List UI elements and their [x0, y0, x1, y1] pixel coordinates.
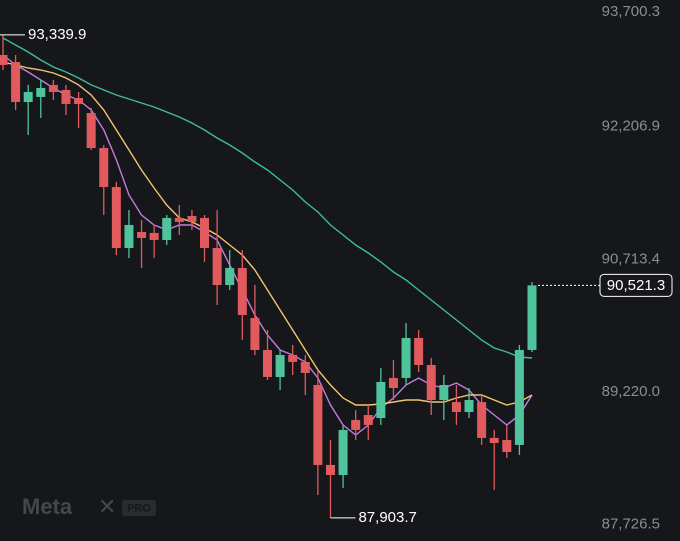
candle-body — [388, 377, 398, 389]
candle-body — [288, 354, 298, 362]
candle-body — [137, 231, 147, 238]
candle-body — [351, 419, 361, 430]
candle-body — [250, 317, 260, 350]
candle-body — [313, 384, 323, 465]
candle-body — [338, 429, 348, 475]
candle-body — [477, 402, 487, 438]
candle-body — [439, 384, 449, 400]
candle-body — [489, 437, 499, 443]
candle-body — [174, 217, 184, 222]
candle-body — [426, 364, 436, 400]
last-price-label: 90,521.3 — [607, 277, 665, 294]
candle-body — [363, 415, 373, 425]
y-tick-label: 90,713.4 — [602, 250, 660, 267]
candle-body — [325, 464, 335, 475]
candle-body — [74, 98, 84, 104]
candle-body — [527, 285, 537, 350]
watermark: Meta ✕ PRO — [22, 494, 156, 519]
candle-body — [36, 87, 46, 97]
candle-body — [401, 337, 411, 378]
candle-body — [237, 267, 247, 315]
y-tick-label: 87,726.5 — [602, 516, 660, 533]
y-tick-label: 92,206.9 — [602, 118, 660, 135]
candle-body — [275, 354, 285, 377]
y-tick-label: 89,220.0 — [602, 383, 660, 400]
candle-body — [99, 148, 109, 188]
moving-average-line — [2, 37, 533, 359]
candle-body — [502, 439, 512, 452]
candle-body — [124, 224, 134, 248]
watermark-badge-text: PRO — [127, 502, 151, 514]
candle-body — [263, 349, 272, 377]
candle-body — [61, 90, 71, 104]
last-price-box — [599, 273, 673, 297]
candle-body — [376, 381, 386, 419]
candle-body — [0, 54, 8, 65]
candle-body — [514, 349, 524, 445]
low-marker-label: 87,903.7 — [358, 509, 416, 526]
y-tick-label: 93,700.3 — [602, 3, 660, 20]
candle-body — [11, 62, 21, 102]
candle-body — [200, 217, 210, 248]
high-marker-label: 93,339.9 — [28, 26, 86, 43]
candle-body — [149, 232, 159, 240]
candle-body — [48, 84, 58, 92]
watermark-text: Meta — [22, 494, 73, 519]
candle-body — [187, 215, 197, 222]
candle-body — [23, 91, 33, 102]
candle-body — [414, 337, 424, 365]
candle-body — [225, 267, 235, 286]
candle-body — [212, 247, 222, 286]
candle-body — [162, 217, 172, 240]
candle-body — [86, 113, 96, 149]
candle-body — [300, 361, 310, 373]
watermark-badge — [122, 500, 156, 516]
watermark-logo: ✕ — [98, 494, 116, 519]
candle-body — [111, 187, 121, 248]
candle-body — [464, 399, 474, 412]
candle-body — [451, 402, 461, 412]
